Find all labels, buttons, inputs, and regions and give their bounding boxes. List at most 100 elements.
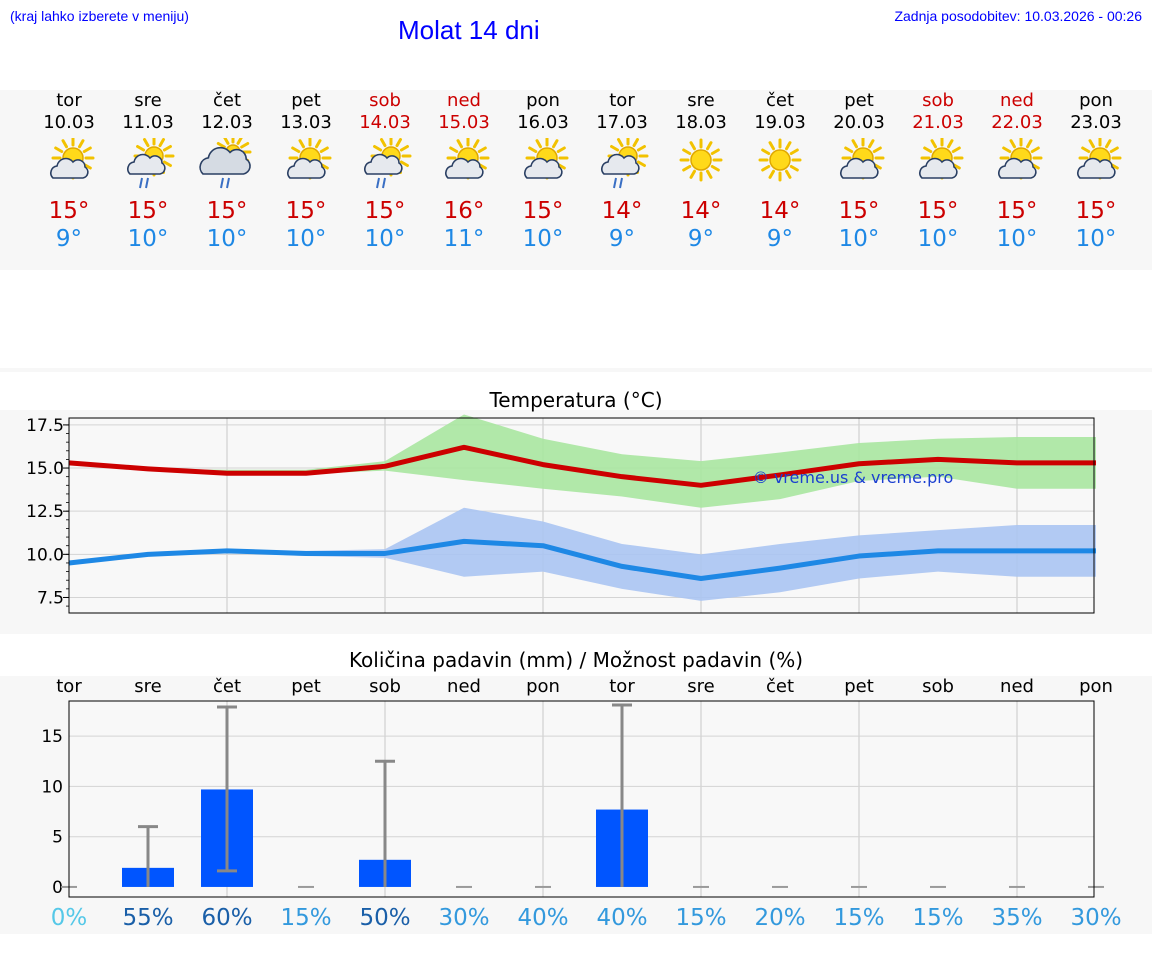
day-name: sre: [687, 90, 715, 111]
day-name: čet: [212, 90, 242, 111]
sun-cloud-icon: [524, 138, 569, 180]
day-name: pon: [1079, 90, 1113, 111]
min-temp: 10°: [364, 226, 406, 252]
precip-chart-title: Količina padavin (mm) / Možnost padavin …: [348, 648, 804, 672]
day-name: ned: [447, 90, 481, 111]
max-temp: 15°: [522, 198, 564, 224]
precip-chance: 15%: [912, 905, 964, 931]
max-temp: 15°: [48, 198, 90, 224]
max-temp: 15°: [996, 198, 1038, 224]
day-name: čet: [765, 90, 795, 111]
y-tick-label: 7.5: [37, 588, 64, 608]
precip-chance: 30%: [1070, 905, 1122, 931]
day-name: sob: [369, 90, 401, 111]
y-tick-label: 15: [41, 727, 63, 747]
y-tick-label: 10: [41, 777, 63, 797]
sun-icon: [758, 138, 802, 182]
watermark: © vreme.us & vreme.pro: [753, 468, 954, 487]
y-tick-label: 5: [52, 828, 63, 848]
max-temp: 16°: [443, 198, 485, 224]
day-date: 11.03: [122, 112, 174, 133]
y-tick-label: 15.0: [26, 459, 64, 479]
max-range-band: [69, 414, 1096, 508]
cloud-rain-icon: [199, 138, 252, 189]
sun-cloud-icon: [50, 138, 95, 180]
precip-day-name: čet: [765, 676, 795, 697]
day-date: 10.03: [43, 112, 95, 133]
min-temp: 10°: [917, 226, 959, 252]
precip-chance: 50%: [359, 905, 411, 931]
max-temp: 14°: [759, 198, 801, 224]
day-date: 20.03: [833, 112, 885, 133]
precip-chance: 15%: [280, 905, 332, 931]
precip-chance: 60%: [201, 905, 253, 931]
min-temp: 10°: [522, 226, 564, 252]
y-tick-label: 12.5: [26, 502, 64, 522]
max-temp: 15°: [206, 198, 248, 224]
precip-day-name: pet: [291, 676, 321, 697]
forecast-band: [0, 90, 1152, 270]
day-name: sob: [922, 90, 954, 111]
precip-chance: 40%: [517, 905, 569, 931]
y-tick-label: 0: [52, 878, 63, 898]
day-name: pet: [291, 90, 321, 111]
max-temp: 15°: [917, 198, 959, 224]
plot-frame: [68, 417, 1095, 614]
min-temp: 9°: [608, 226, 636, 252]
precip-day-name: ned: [447, 676, 481, 697]
day-name: tor: [609, 90, 635, 111]
precip-day-name: tor: [609, 676, 635, 697]
sun-cloud-rain-icon: [601, 138, 649, 189]
temp-chart-title: Temperatura (°C): [489, 388, 663, 412]
y-tick-label: 10.0: [26, 545, 64, 565]
temperature-chart: 7.5 10.0 12.5 15.0 17.5 © vreme.us & vreme.pr…: [26, 414, 1097, 614]
precip-chance: 40%: [596, 905, 648, 931]
precip-chance: 30%: [438, 905, 490, 931]
day-date: 23.03: [1070, 112, 1122, 133]
y-tick-label: 17.5: [26, 416, 64, 436]
max-temp: 14°: [601, 198, 643, 224]
precip-chance: 55%: [122, 905, 174, 931]
max-temp: 15°: [127, 198, 169, 224]
max-temp: 14°: [680, 198, 722, 224]
max-temp: 15°: [364, 198, 406, 224]
precip-day-name: čet: [212, 676, 242, 697]
precip-day-name: sre: [134, 676, 162, 697]
sun-cloud-icon: [445, 138, 490, 180]
min-temp: 10°: [1075, 226, 1117, 252]
page-title: Molat 14 dni: [398, 15, 540, 45]
min-temp: 10°: [285, 226, 327, 252]
precip-chance: 0%: [50, 905, 88, 931]
day-name: tor: [56, 90, 82, 111]
precip-day-name: pon: [1079, 676, 1113, 697]
day-date: 14.03: [359, 112, 411, 133]
sun-cloud-icon: [919, 138, 964, 180]
day-name: ned: [1000, 90, 1034, 111]
precipitation-chart: 0 5 10 15: [41, 700, 1104, 898]
min-temp: 9°: [55, 226, 83, 252]
last-update: Zadnja posodobitev: 10.03.2026 - 00:26: [894, 8, 1142, 24]
precip-day-name: sre: [687, 676, 715, 697]
day-date: 22.03: [991, 112, 1043, 133]
sun-cloud-icon: [1077, 138, 1122, 180]
day-name: pet: [844, 90, 874, 111]
day-date: 13.03: [280, 112, 332, 133]
day-name: sre: [134, 90, 162, 111]
sun-cloud-icon: [287, 138, 332, 180]
precip-day-name: tor: [56, 676, 82, 697]
min-temp: 9°: [766, 226, 794, 252]
day-date: 21.03: [912, 112, 964, 133]
precip-chance: 20%: [754, 905, 806, 931]
day-date: 19.03: [754, 112, 806, 133]
precip-chance: 15%: [675, 905, 727, 931]
sun-cloud-rain-icon: [364, 138, 412, 189]
max-temp: 15°: [1075, 198, 1117, 224]
sun-icon: [679, 138, 723, 182]
divider: [0, 368, 1152, 372]
day-name: pon: [526, 90, 560, 111]
max-temp: 15°: [838, 198, 880, 224]
day-date: 12.03: [201, 112, 253, 133]
day-date: 18.03: [675, 112, 727, 133]
precip-chance: 15%: [833, 905, 885, 931]
day-date: 16.03: [517, 112, 569, 133]
